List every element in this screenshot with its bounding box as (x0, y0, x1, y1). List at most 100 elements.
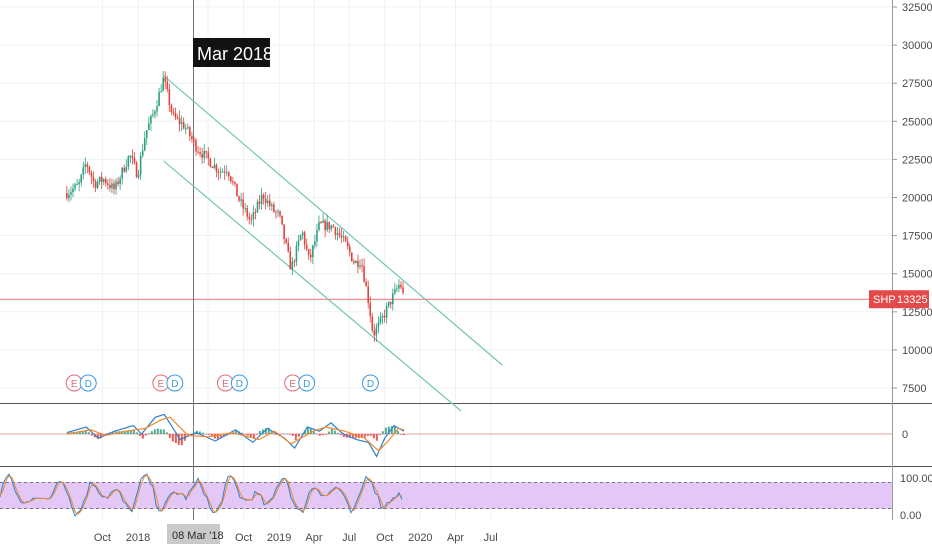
candle-body (119, 178, 121, 184)
candle-body (207, 152, 210, 159)
macd-bar (312, 431, 315, 434)
candle-body (127, 156, 130, 167)
macd-bar (123, 430, 126, 434)
channel-upper-line[interactable] (163, 75, 503, 366)
y-tick-label: 17500 (902, 231, 932, 243)
x-tick-label: Oct (94, 532, 111, 544)
event-marker-label: D (236, 379, 243, 390)
candle-body (361, 265, 363, 267)
macd-bar (255, 434, 258, 435)
macd-bar (300, 433, 303, 435)
macd-bar (168, 434, 171, 439)
macd-zero-label: 0 (902, 429, 908, 441)
macd-bar (342, 434, 345, 438)
macd-bar (141, 434, 144, 439)
macd-bar (135, 432, 138, 434)
candle-body (125, 166, 128, 172)
candle-body (346, 241, 349, 247)
candle-body (316, 229, 318, 242)
candle-body (305, 244, 308, 250)
x-tick-label: Apr (447, 532, 464, 544)
stoch-bottom-label: 0.00 (900, 510, 921, 522)
candle-body (205, 150, 208, 153)
candle-body (195, 140, 197, 152)
candle-body (109, 184, 111, 189)
macd-bar (354, 434, 357, 439)
candle-body (213, 164, 216, 169)
macd-bar (375, 434, 378, 441)
candle-body (338, 233, 341, 236)
candle-body (131, 156, 134, 158)
x-tick-label: Jul (484, 532, 498, 544)
candle-body (104, 179, 107, 184)
candle-body (137, 174, 140, 178)
macd-signal-line (66, 416, 405, 452)
macd-bar (399, 434, 402, 435)
candle-body (70, 192, 72, 195)
candle-body (172, 111, 175, 114)
macd-bar (390, 426, 393, 434)
candle-body (336, 233, 339, 235)
x-tick-label: Jul (342, 532, 356, 544)
candle-body (199, 152, 201, 154)
candle-body (252, 212, 255, 220)
candle-body (273, 204, 275, 212)
candle-body (301, 232, 304, 236)
macd-bar (321, 434, 324, 436)
event-marker-label: E (289, 379, 296, 390)
candle-body (82, 167, 85, 175)
candle-body (293, 261, 296, 263)
candle-body (135, 162, 138, 178)
candle-body (287, 242, 290, 252)
macd-bar (234, 430, 237, 434)
y-tick-label: 27500 (902, 78, 932, 90)
candle-body (303, 232, 306, 245)
candle-body (156, 106, 158, 112)
macd-bar (327, 431, 330, 434)
candle-body (332, 225, 335, 228)
y-axis[interactable]: 32500 30000 27500 25000 22500 20000 17500 15000… (892, 2, 932, 395)
candle-body (88, 166, 91, 173)
macd-bar (249, 434, 252, 437)
candle-body (176, 117, 179, 119)
macd-bar (240, 432, 243, 434)
candle-body (84, 164, 87, 168)
candle-body (264, 198, 267, 204)
macd-bar (228, 434, 231, 435)
macd-bar (339, 434, 342, 435)
candle-body (365, 281, 367, 287)
macd-bar (246, 434, 249, 436)
candle-body (158, 91, 160, 107)
candle-body (250, 218, 253, 220)
candle-body (363, 266, 365, 282)
stoch-k-line (0, 473, 403, 517)
macd-bar (384, 427, 387, 434)
macd-bar (252, 434, 255, 439)
candle-body (400, 284, 402, 288)
candle-body (289, 251, 292, 270)
macd-bar (369, 434, 372, 436)
macd-bar (273, 434, 276, 435)
y-tick-label: 15000 (902, 269, 932, 281)
candle-body (254, 212, 257, 214)
candle-body (385, 306, 388, 318)
macd-bar (147, 433, 150, 434)
candle-body (154, 111, 156, 115)
candle-body (320, 222, 322, 224)
candle-body (291, 261, 294, 270)
candle-body (115, 181, 117, 190)
y-tick-label: 12500 (902, 307, 932, 319)
candle-body (107, 183, 109, 185)
candle-body (342, 236, 345, 238)
candle-body (197, 151, 199, 153)
macd-bar (156, 428, 159, 434)
macd-bar (285, 433, 288, 435)
candle-body (162, 77, 164, 92)
candle-body (307, 249, 310, 255)
channel-lower-line[interactable] (163, 160, 462, 412)
candle-body (123, 167, 126, 172)
candle-body (297, 240, 300, 246)
macd-bar (99, 434, 102, 439)
macd-bar (231, 433, 234, 434)
